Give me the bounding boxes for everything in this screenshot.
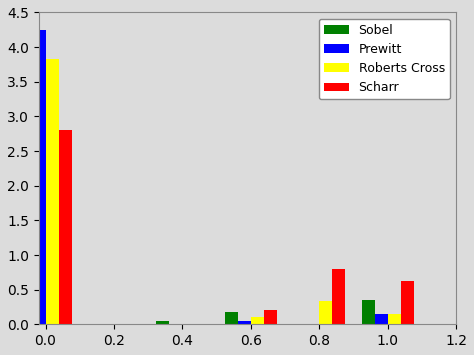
Bar: [58, 130, 72, 324]
Bar: [251, 317, 264, 324]
Bar: [225, 312, 238, 324]
Bar: [332, 269, 345, 324]
Bar: [238, 321, 251, 324]
Bar: [388, 314, 401, 324]
Bar: [264, 311, 277, 324]
Bar: [362, 300, 374, 324]
Bar: [156, 321, 169, 324]
Bar: [19, 58, 33, 324]
Bar: [46, 59, 58, 324]
Bar: [374, 314, 388, 324]
Bar: [319, 301, 332, 324]
Bar: [33, 30, 46, 324]
Legend: Sobel, Prewitt, Roberts Cross, Scharr: Sobel, Prewitt, Roberts Cross, Scharr: [319, 19, 450, 99]
Bar: [401, 282, 414, 324]
